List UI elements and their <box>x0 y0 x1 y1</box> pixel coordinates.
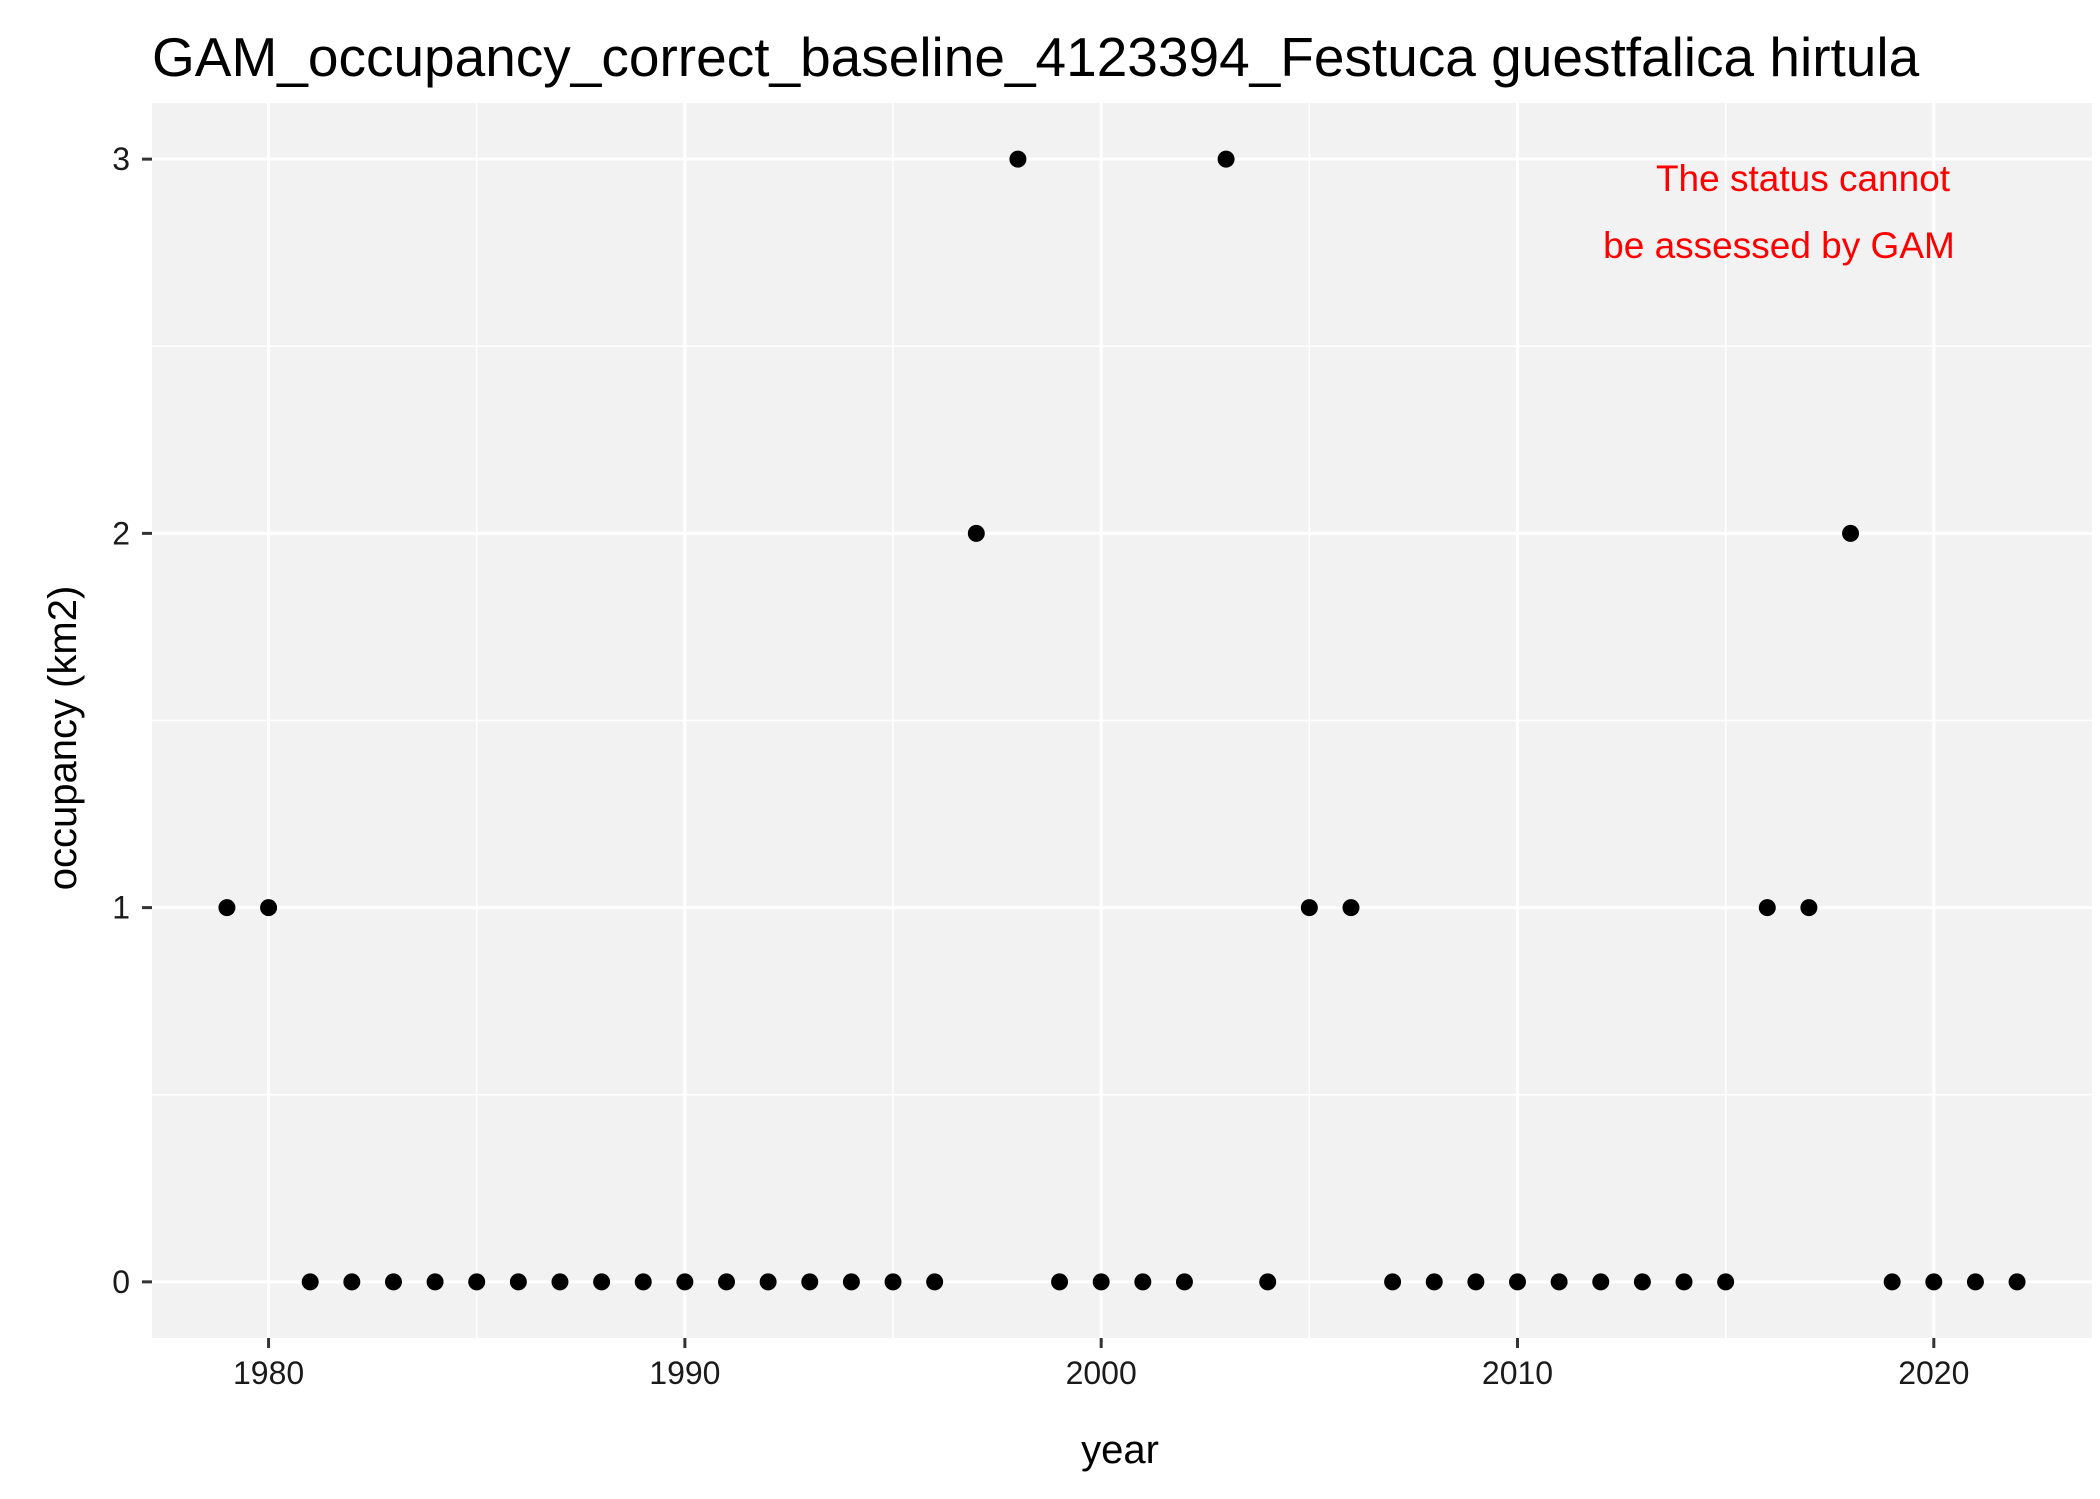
x-axis-title: year <box>1081 1428 1159 1472</box>
y-tick-label: 3 <box>112 141 130 177</box>
chart-title: GAM_occupancy_correct_baseline_4123394_F… <box>152 26 1920 88</box>
data-point <box>1508 1273 1526 1291</box>
data-point <box>1425 1273 1443 1291</box>
data-point <box>1633 1273 1651 1291</box>
data-point <box>1217 150 1235 168</box>
data-point <box>1009 150 1027 168</box>
annotation-line-1: The status cannot <box>1656 158 1951 199</box>
data-point <box>218 899 236 917</box>
data-point <box>718 1273 736 1291</box>
data-point <box>1467 1273 1485 1291</box>
data-point <box>1883 1273 1901 1291</box>
data-point <box>1175 1273 1193 1291</box>
data-point <box>967 524 985 542</box>
x-tick-label: 2020 <box>1898 1355 1969 1391</box>
x-tick-label: 2010 <box>1482 1355 1553 1391</box>
data-point <box>1384 1273 1402 1291</box>
data-point <box>759 1273 777 1291</box>
data-point <box>468 1273 486 1291</box>
annotation: The status cannot be assessed by GAM <box>1603 158 1955 266</box>
data-point <box>1592 1273 1610 1291</box>
data-point <box>1800 899 1818 917</box>
data-point <box>1717 1273 1735 1291</box>
data-point <box>884 1273 902 1291</box>
data-point <box>343 1273 361 1291</box>
data-points <box>218 150 2026 1291</box>
data-point <box>634 1273 652 1291</box>
data-point <box>301 1273 319 1291</box>
y-axis-title: occupancy (km2) <box>41 586 85 891</box>
y-tick-label: 2 <box>112 515 130 551</box>
data-point <box>1051 1273 1069 1291</box>
data-point <box>1092 1273 1110 1291</box>
x-tick-label: 1990 <box>649 1355 720 1391</box>
data-point <box>551 1273 569 1291</box>
x-tick-label: 1980 <box>233 1355 304 1391</box>
data-point <box>1550 1273 1568 1291</box>
data-point <box>260 899 278 917</box>
data-point <box>593 1273 611 1291</box>
data-point <box>2008 1273 2026 1291</box>
data-point <box>1342 899 1360 917</box>
data-point <box>1134 1273 1152 1291</box>
data-point <box>676 1273 694 1291</box>
x-tick-label: 2000 <box>1066 1355 1137 1391</box>
data-point <box>1259 1273 1277 1291</box>
data-point <box>1758 899 1776 917</box>
data-point <box>1842 524 1860 542</box>
data-point <box>842 1273 860 1291</box>
y-tick-label: 0 <box>112 1264 130 1300</box>
data-point <box>1966 1273 1984 1291</box>
data-point <box>384 1273 402 1291</box>
data-point <box>1925 1273 1943 1291</box>
data-point <box>801 1273 819 1291</box>
data-point <box>426 1273 444 1291</box>
annotation-line-2: be assessed by GAM <box>1603 225 1955 266</box>
y-axis: 0 1 2 3 <box>112 141 152 1300</box>
data-point <box>1675 1273 1693 1291</box>
data-point <box>509 1273 527 1291</box>
data-point <box>926 1273 944 1291</box>
data-point <box>1300 899 1318 917</box>
y-tick-label: 1 <box>112 890 130 926</box>
x-axis: 1980 1990 2000 2010 2020 <box>233 1338 1969 1391</box>
grid-lines <box>152 103 2092 1338</box>
